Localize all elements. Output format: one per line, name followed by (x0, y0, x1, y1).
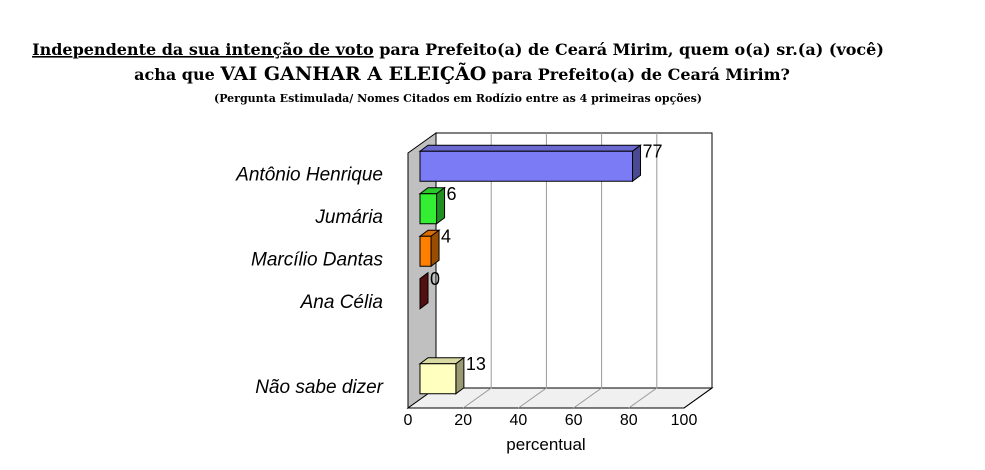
y-tick-label: Antônio Henrique (235, 164, 383, 185)
chart-subtitle: (Pergunta Estimulada/ Nomes Citados em R… (214, 92, 702, 105)
title-part: para Prefeito(a) de Ceará Mirim, quem o(… (374, 40, 884, 59)
grid-line (462, 133, 492, 409)
y-tick-label: Jumária (314, 207, 383, 228)
grid-line (628, 133, 658, 409)
x-tick-label: 0 (404, 412, 413, 429)
title-part: acha que (134, 65, 220, 84)
grid-line (573, 133, 603, 409)
bar (419, 235, 432, 267)
bar-side (430, 229, 440, 268)
x-tick-label: 40 (510, 412, 528, 429)
grid-line (683, 133, 713, 409)
value-label: 6 (447, 184, 457, 204)
bar-side (419, 271, 429, 310)
x-tick-label: 80 (620, 412, 638, 429)
bar-side (632, 144, 642, 183)
y-tick-label: Não sabe dizer (255, 377, 383, 398)
bar-side (436, 186, 446, 225)
x-axis-label: percentual (506, 435, 585, 454)
bar-side (455, 356, 465, 395)
bar (419, 193, 438, 225)
value-label: 77 (643, 141, 663, 161)
x-tick-label: 60 (565, 412, 583, 429)
value-label: 0 (430, 269, 440, 289)
x-tick-label: 100 (671, 412, 698, 429)
title-part: Independente da sua intenção de voto (32, 40, 374, 59)
value-label: 4 (441, 226, 451, 246)
value-label: 13 (466, 354, 486, 374)
title-part: para Prefeito(a) de Ceará Mirim? (486, 65, 790, 84)
bar (419, 363, 457, 395)
bar-top (418, 144, 643, 152)
chart-title: Independente da sua intenção de voto par… (32, 40, 884, 59)
y-tick-label: Marcílio Dantas (251, 249, 383, 270)
title-part: VAI GANHAR A ELEIÇÃO (219, 62, 486, 85)
chart-title: acha que VAI GANHAR A ELEIÇÃO para Prefe… (134, 62, 790, 85)
y-tick-label: Ana Célia (300, 292, 383, 313)
x-tick-label: 20 (454, 412, 472, 429)
grid-line (518, 133, 547, 409)
bar (419, 150, 634, 182)
